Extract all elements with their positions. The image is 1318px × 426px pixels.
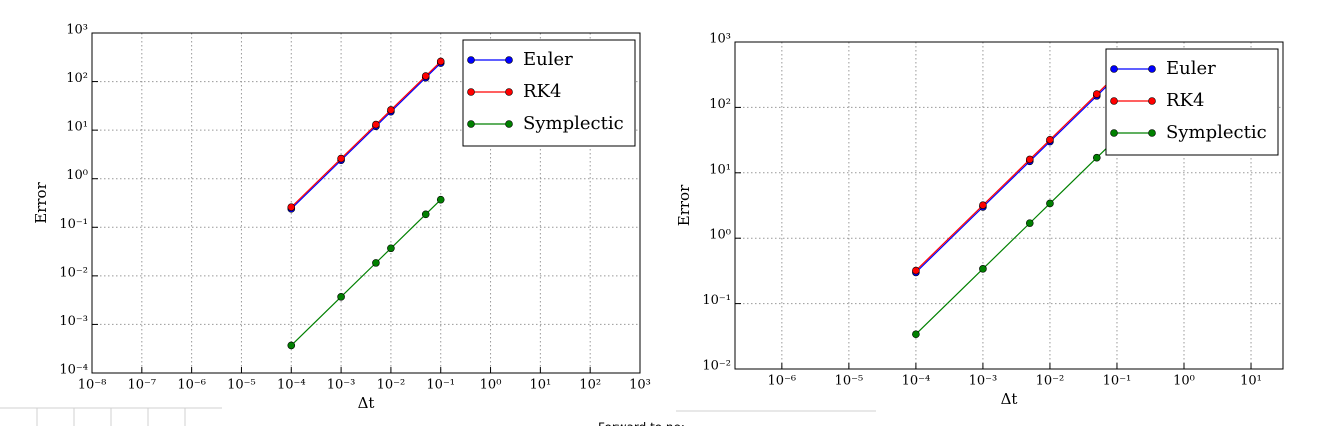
y-tick-label: 10³ (66, 23, 88, 38)
marker (436, 57, 445, 66)
marker (436, 195, 445, 204)
legend-marker (467, 120, 475, 128)
x-tick-label: 10³ (629, 378, 651, 393)
series-line (290, 199, 442, 346)
marker (337, 154, 345, 163)
series-line (290, 60, 442, 208)
legend-label: RK4 (1166, 90, 1204, 111)
marker (421, 72, 430, 80)
y-tick-label: 10⁻² (59, 265, 88, 280)
legend: Euler RK4 Symplectic (462, 39, 636, 147)
y-tick-label: 10³ (709, 32, 731, 47)
plot-frame (734, 41, 1284, 370)
legend-marker (1110, 97, 1118, 105)
chart: 10⁻⁶ 10⁻⁵ 10⁻⁴ 10⁻³ 10⁻² 10⁻¹ 10⁰ 10¹ 10⁻² 10⁻¹ 10… (675, 32, 1284, 408)
legend-label: Symplectic (523, 113, 624, 134)
x-tick-label: 10⁻² (377, 378, 406, 393)
legend-marker (1148, 97, 1156, 105)
y-tick-label: 10² (66, 71, 88, 86)
x-axis-label: Δt (1001, 390, 1018, 408)
x-tick-label: 10⁻¹ (1103, 374, 1132, 389)
legend: Euler RK4 Symplectic (1105, 48, 1279, 156)
legend-marker (467, 56, 475, 64)
chart: 10⁻⁸ 10⁻⁷ 10⁻⁶ 10⁻⁵ 10⁻⁴ 10⁻³ 10⁻² 10⁻¹ 10⁰ 10¹ 10… (32, 23, 651, 413)
marker (979, 201, 987, 209)
y-axis-label: Error (675, 184, 693, 226)
y-tick-label: 10⁻⁴ (59, 363, 88, 378)
series-line (915, 137, 1118, 335)
series-line (290, 62, 442, 210)
y-tick-label: 10² (709, 97, 731, 112)
x-tick-label: 10⁻⁵ (835, 374, 864, 389)
marker (387, 106, 395, 114)
x-tick-label: 10⁻⁶ (177, 378, 206, 393)
plot (287, 57, 445, 350)
x-tick-label: 10⁰ (1173, 374, 1195, 389)
x-tick-label: 10⁻⁵ (227, 378, 256, 393)
legend-marker (1110, 65, 1118, 73)
marker (1046, 199, 1054, 208)
x-tick-label: 10¹ (529, 378, 551, 393)
y-tick-label: 10⁻¹ (59, 217, 88, 232)
legend-marker (505, 88, 513, 96)
legend-marker (1110, 129, 1118, 137)
x-tick-label: 10⁻⁶ (768, 374, 797, 389)
y-tick-label: 10¹ (66, 120, 88, 135)
x-tick-label: 10⁻⁴ (277, 378, 306, 393)
x-tick-label: 10⁻⁷ (128, 378, 157, 393)
y-tick-label: 10⁻¹ (702, 293, 731, 308)
marker (912, 330, 920, 339)
legend-marker (467, 88, 475, 96)
legend-marker (1148, 65, 1156, 73)
legend-marker (505, 56, 513, 64)
plot-frame (91, 32, 641, 374)
plot (912, 70, 1121, 339)
legend-marker (1148, 129, 1156, 137)
marker (1025, 219, 1034, 227)
marker (1046, 135, 1054, 144)
x-tick-label: 10⁻¹ (426, 378, 455, 393)
series-line (915, 73, 1118, 271)
x-tick-label: 10² (579, 378, 601, 393)
y-tick-label: 10⁰ (709, 228, 731, 243)
x-tick-label: 10⁻⁴ (902, 374, 931, 389)
marker (287, 341, 296, 350)
series-line (915, 75, 1118, 273)
x-tick-label: 10⁻² (1036, 374, 1065, 389)
y-tick-label: 10¹ (709, 162, 731, 177)
footer-text: Forward to ne: (598, 421, 685, 426)
y-tick-label: 10⁰ (66, 168, 88, 183)
marker (421, 210, 430, 219)
legend-box (462, 39, 636, 147)
x-tick-label: 10¹ (1240, 374, 1262, 389)
legend-label: Symplectic (1166, 122, 1267, 143)
marker (1092, 90, 1101, 98)
marker (287, 203, 296, 211)
x-axis-label: Δt (358, 394, 375, 412)
legend-marker (505, 120, 513, 128)
marker (337, 293, 345, 301)
legend-label: RK4 (523, 81, 561, 102)
legend-box (1105, 48, 1279, 156)
marker (912, 266, 920, 275)
x-tick-label: 10⁰ (480, 378, 502, 393)
ui-fragments (0, 407, 876, 426)
x-tick-label: 10⁻³ (969, 374, 998, 389)
marker (1092, 153, 1101, 162)
legend-label: Euler (1166, 58, 1216, 79)
marker (372, 259, 380, 267)
marker (387, 244, 395, 253)
x-tick-label: 10⁻³ (327, 378, 356, 393)
marker (1025, 155, 1034, 164)
marker (979, 265, 987, 273)
legend-label: Euler (523, 49, 573, 70)
y-tick-label: 10⁻² (702, 359, 731, 374)
marker (372, 120, 380, 129)
x-tick-label: 10⁻⁸ (78, 378, 107, 393)
y-tick-label: 10⁻³ (59, 314, 88, 329)
y-axis-label: Error (32, 181, 50, 223)
